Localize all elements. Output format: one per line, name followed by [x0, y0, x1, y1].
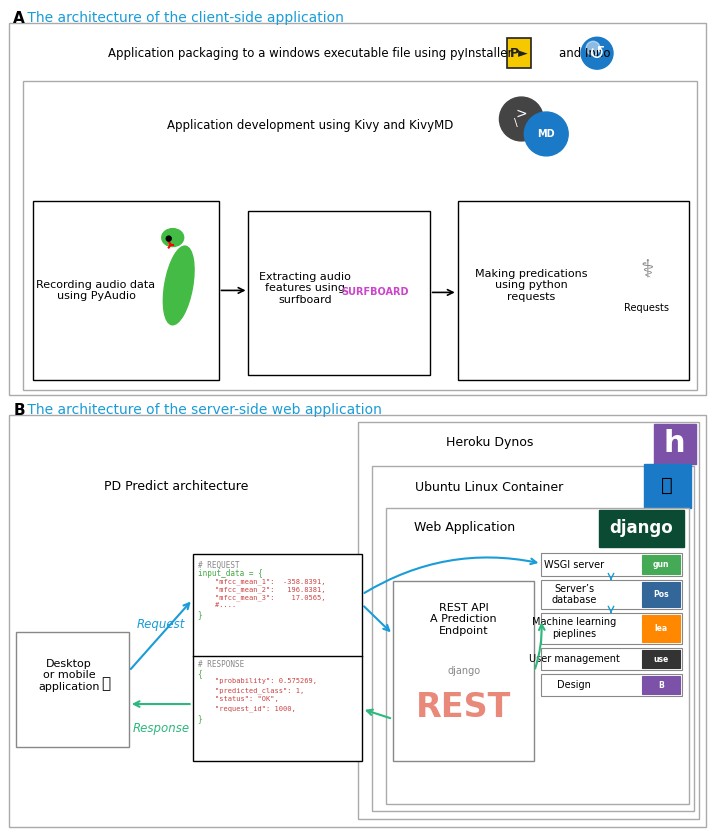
Text: REST API
A Prediction
Endpoint: REST API A Prediction Endpoint [430, 602, 497, 636]
Text: # REQUEST: # REQUEST [197, 561, 240, 570]
Bar [642, 651, 680, 668]
Bar [599, 510, 684, 547]
Circle shape [524, 112, 568, 156]
Circle shape [500, 97, 543, 141]
Text: h: h [664, 429, 686, 458]
Bar [9, 415, 706, 827]
Text: >: > [516, 107, 527, 121]
Text: gun: gun [653, 560, 669, 569]
Text: django: django [609, 518, 673, 537]
Text: "mfcc_mean_3":    17.0565,: "mfcc_mean_3": 17.0565, [197, 594, 325, 601]
Text: MD: MD [538, 129, 555, 139]
Text: Application packaging to a windows executable file using pyInstaller: Application packaging to a windows execu… [108, 47, 513, 60]
Text: B: B [658, 681, 664, 690]
Text: 🐳: 🐳 [661, 476, 673, 495]
Circle shape [167, 236, 171, 241]
Text: django: django [447, 666, 480, 676]
Text: WSGI server: WSGI server [544, 559, 604, 569]
Text: Machine learning
pieplines: Machine learning pieplines [532, 617, 616, 639]
Text: # RESPONSE: # RESPONSE [197, 660, 244, 669]
Text: Recording audio data
using PyAudio: Recording audio data using PyAudio [36, 280, 156, 301]
Circle shape [581, 37, 613, 69]
Text: A: A [14, 12, 25, 27]
Text: "mfcc_mean_1":  -358.8391,: "mfcc_mean_1": -358.8391, [197, 578, 325, 585]
Bar [358, 422, 699, 819]
Text: User management: User management [528, 654, 620, 664]
Ellipse shape [162, 229, 184, 246]
Text: }: } [197, 611, 202, 619]
Text: "request_id": 1000,: "request_id": 1000, [197, 705, 295, 711]
Text: {: { [197, 669, 202, 678]
Text: Response: Response [132, 722, 189, 735]
Bar [192, 553, 362, 760]
Text: PD Predict architecture: PD Predict architecture [104, 480, 248, 493]
Bar [541, 552, 681, 577]
Text: lea: lea [654, 624, 667, 633]
Bar [541, 613, 681, 644]
Bar [642, 616, 680, 642]
Bar [541, 581, 681, 609]
Text: Heroku Dynos: Heroku Dynos [445, 437, 533, 449]
Ellipse shape [163, 246, 194, 324]
Text: Server’s
database: Server’s database [551, 583, 597, 605]
Text: "mfcc_mean_2":   196.8381,: "mfcc_mean_2": 196.8381, [197, 587, 325, 593]
Bar [508, 38, 531, 68]
Text: Web Application: Web Application [414, 521, 515, 534]
Bar [34, 201, 219, 380]
Text: REST: REST [416, 691, 511, 724]
Bar [372, 466, 694, 810]
Text: Requests: Requests [624, 304, 669, 314]
Text: use: use [654, 655, 669, 664]
Bar [9, 23, 706, 395]
Text: input_data = {: input_data = { [197, 569, 262, 578]
Text: Application development using Kivy and KivyMD: Application development using Kivy and K… [167, 120, 453, 132]
Text: "predicted_class": 1,: "predicted_class": 1, [197, 687, 304, 694]
Bar [541, 674, 681, 696]
Text: ↺: ↺ [589, 44, 606, 62]
Bar [393, 582, 534, 760]
Text: and Inno: and Inno [559, 47, 611, 60]
Text: Making predications
using python
requests: Making predications using python request… [475, 269, 588, 302]
Text: Desktop
or mobile
application: Desktop or mobile application [39, 659, 100, 691]
Bar [16, 632, 129, 747]
Circle shape [586, 42, 600, 55]
Text: \: \ [513, 118, 517, 128]
Text: 📱: 📱 [102, 676, 111, 691]
Bar [642, 555, 680, 574]
Text: "status": "OK",: "status": "OK", [197, 696, 278, 702]
Text: Design: Design [557, 680, 591, 690]
Text: Pos: Pos [653, 590, 669, 599]
Text: Request: Request [137, 618, 185, 631]
Bar [642, 582, 680, 607]
Bar [644, 463, 691, 508]
Text: B: B [14, 403, 25, 418]
Text: SURFBOARD: SURFBOARD [341, 287, 409, 297]
Bar [642, 676, 680, 694]
Bar [541, 648, 681, 670]
Bar [654, 424, 696, 463]
Text: The architecture of the server-side web application: The architecture of the server-side web … [24, 403, 383, 417]
Bar [248, 210, 430, 375]
Text: Extracting audio
features using
surfboard: Extracting audio features using surfboar… [260, 272, 351, 305]
Text: }: } [197, 714, 202, 723]
Bar [386, 508, 689, 804]
Text: #....: #.... [197, 602, 236, 608]
Text: Ubuntu Linux Container: Ubuntu Linux Container [415, 481, 563, 494]
Bar [24, 82, 696, 390]
Text: The architecture of the client-side application: The architecture of the client-side appl… [24, 12, 344, 25]
Text: P►: P► [510, 47, 529, 60]
Bar [458, 201, 689, 380]
Text: "probability": 0.575269,: "probability": 0.575269, [197, 678, 317, 684]
Text: ⚕: ⚕ [640, 259, 654, 283]
